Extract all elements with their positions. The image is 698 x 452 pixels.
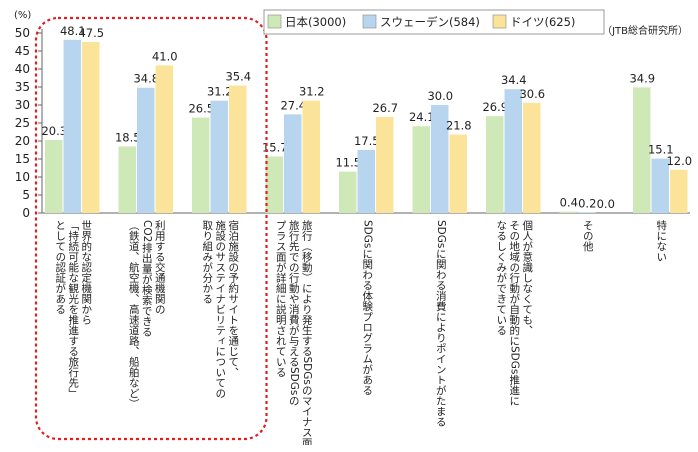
data-label: 27.4 bbox=[280, 98, 306, 112]
y-tick-label: 45 bbox=[15, 44, 30, 58]
x-tick-label: 利用する交通機関の CO2排出量が検索できる （鉄道、航空機、高速道路、船舶など… bbox=[127, 220, 166, 409]
data-label: 35.4 bbox=[225, 70, 251, 84]
bar bbox=[559, 211, 577, 213]
y-tick-label: 40 bbox=[15, 62, 30, 76]
bar bbox=[339, 171, 357, 213]
bar bbox=[651, 158, 669, 213]
legend-swatch bbox=[267, 14, 282, 29]
data-label: 41.0 bbox=[152, 49, 178, 63]
bar bbox=[118, 146, 136, 213]
data-label: 26.5 bbox=[188, 102, 214, 116]
bar bbox=[431, 105, 449, 213]
x-tick-label: 特にない bbox=[655, 220, 668, 262]
x-tick-label: SDGsに関わる消費によりポイントがたまる bbox=[434, 220, 447, 427]
data-label: 15.7 bbox=[262, 140, 288, 154]
data-label: 18.5 bbox=[115, 130, 141, 144]
bar bbox=[578, 212, 596, 213]
data-label: 20.3 bbox=[41, 124, 67, 138]
bar bbox=[192, 117, 210, 213]
data-label: 26.7 bbox=[372, 101, 398, 115]
bar bbox=[137, 87, 155, 213]
y-tick-label: 0 bbox=[22, 206, 30, 220]
data-label: 24.1 bbox=[409, 110, 435, 124]
data-label: 48.1 bbox=[60, 24, 86, 38]
bar bbox=[82, 42, 100, 213]
unit-label: (%) bbox=[14, 10, 31, 21]
y-tick-label: 20 bbox=[15, 134, 30, 148]
bar bbox=[357, 150, 375, 213]
data-label: 34.8 bbox=[133, 72, 159, 86]
x-tick-label: SDGsに関わる体験プログラムがある bbox=[361, 220, 374, 396]
x-tick-label: 世界的な認定機関から 「持続可能な観光を推進する旅行先」 としての認証がある bbox=[54, 220, 93, 399]
highlight-box bbox=[34, 16, 268, 441]
y-tick-label: 5 bbox=[22, 188, 30, 202]
bar bbox=[45, 139, 63, 213]
data-label: 0.0 bbox=[597, 197, 615, 211]
legend-swatch bbox=[362, 14, 377, 29]
data-label: 31.2 bbox=[207, 85, 233, 99]
legend-label: ドイツ(625) bbox=[510, 15, 575, 29]
y-tick-label: 50 bbox=[15, 26, 30, 40]
data-label: 17.5 bbox=[354, 134, 380, 148]
bar bbox=[155, 65, 173, 214]
x-tick-label: その他 bbox=[581, 220, 594, 252]
y-tick-label: 10 bbox=[15, 170, 30, 184]
bar bbox=[449, 134, 467, 213]
bar bbox=[284, 114, 302, 213]
legend-label: スウェーデン(584) bbox=[380, 15, 480, 29]
data-label: 21.8 bbox=[446, 119, 472, 133]
data-label: 12.0 bbox=[666, 154, 692, 168]
legend-swatch bbox=[492, 14, 507, 29]
legend-frame bbox=[263, 9, 605, 35]
bar bbox=[265, 156, 283, 213]
source-note: （JTB総合研究所） bbox=[602, 24, 688, 37]
x-tick-label: 個人が意識しなくても、 その地域の行動が自動的にSDGs推進に なるしくみができ… bbox=[495, 220, 534, 406]
bar bbox=[376, 116, 394, 213]
bar bbox=[412, 126, 430, 213]
data-label: 34.9 bbox=[629, 71, 655, 85]
bar bbox=[229, 85, 247, 213]
data-label: 0.2 bbox=[578, 196, 596, 210]
bar bbox=[486, 116, 504, 213]
data-label: 15.1 bbox=[648, 143, 674, 157]
y-tick-label: 30 bbox=[15, 98, 30, 112]
x-tick-label: 旅行（移動）により発生するSDGsのマイナス面と 旅行先での行動や消費が与えるS… bbox=[274, 220, 313, 445]
bar bbox=[504, 89, 522, 213]
data-label: 30.6 bbox=[519, 87, 545, 101]
data-label: 11.5 bbox=[335, 156, 361, 170]
y-tick-label: 25 bbox=[15, 116, 30, 130]
y-tick-label: 15 bbox=[15, 152, 30, 166]
bar bbox=[302, 100, 320, 213]
y-tick-label: 35 bbox=[15, 80, 30, 94]
bar bbox=[210, 100, 228, 213]
data-label: 47.5 bbox=[78, 26, 104, 40]
data-label: 0.4 bbox=[560, 196, 578, 210]
legend-label: 日本(3000) bbox=[285, 15, 346, 29]
x-tick-label: 宿泊施設の予約サイトを通じて、 施設のサステイナビリティについての 取り組みが分… bbox=[201, 220, 240, 399]
bar bbox=[670, 169, 688, 213]
data-label: 31.2 bbox=[299, 85, 325, 99]
data-label: 30.0 bbox=[427, 89, 453, 103]
bar bbox=[523, 102, 541, 213]
data-label: 34.4 bbox=[501, 73, 527, 87]
bar bbox=[633, 87, 651, 213]
bar bbox=[63, 39, 81, 214]
data-label: 26.9 bbox=[482, 100, 508, 114]
